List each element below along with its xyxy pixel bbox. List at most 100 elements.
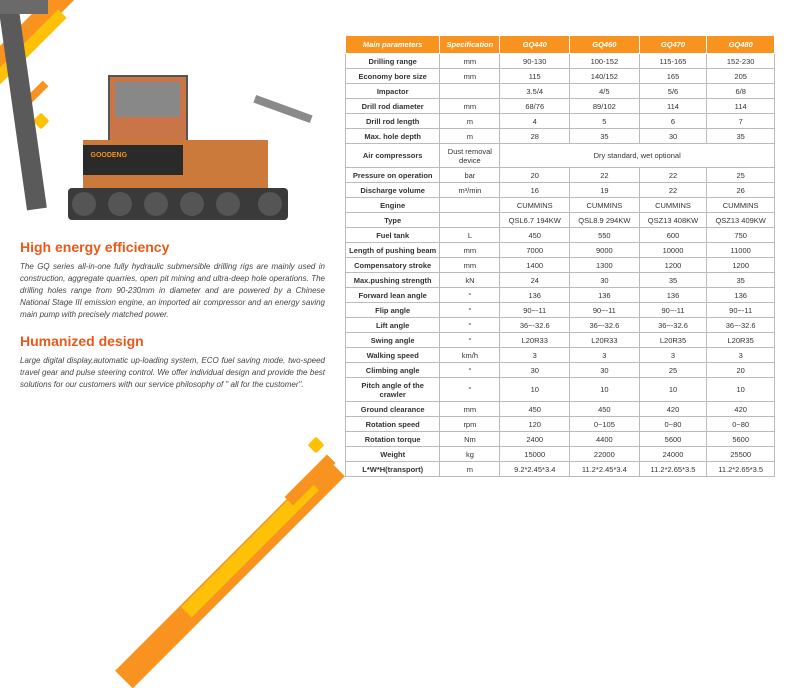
unit-cell: mm	[440, 243, 500, 258]
value-cell: 90~-11	[500, 303, 570, 318]
value-cell: 90~-11	[707, 303, 775, 318]
value-cell: 30	[500, 363, 570, 378]
unit-cell: mm	[440, 258, 500, 273]
unit-cell: kN	[440, 273, 500, 288]
value-cell: QSZ13 408KW	[639, 213, 707, 228]
table-row: Max. hole depthm28353035	[346, 129, 775, 144]
value-cell: 114	[639, 99, 707, 114]
unit-cell: °	[440, 303, 500, 318]
value-cell: QSL6.7 194KW	[500, 213, 570, 228]
value-cell: 600	[639, 228, 707, 243]
unit-cell	[440, 198, 500, 213]
unit-cell: m	[440, 129, 500, 144]
value-cell: 0~80	[639, 417, 707, 432]
value-cell: 750	[707, 228, 775, 243]
value-cell: 22	[639, 183, 707, 198]
value-cell: 120	[500, 417, 570, 432]
value-cell: L20R33	[570, 333, 640, 348]
table-header-cell: GQ460	[570, 36, 640, 54]
value-cell: 9000	[570, 243, 640, 258]
table-row: Max.pushing strengthkN24303535	[346, 273, 775, 288]
value-cell: 22	[570, 168, 640, 183]
row-label-cell: Pitch angle of the crawler	[346, 378, 440, 402]
row-label-cell: Engine	[346, 198, 440, 213]
unit-cell: mm	[440, 69, 500, 84]
row-label-cell: L*W*H(transport)	[346, 462, 440, 477]
unit-cell: L	[440, 228, 500, 243]
value-cell: L20R35	[639, 333, 707, 348]
value-cell: 100-152	[570, 54, 640, 69]
value-cell: 36~-32.6	[570, 318, 640, 333]
row-label-cell: Drill rod length	[346, 114, 440, 129]
unit-cell: km/h	[440, 348, 500, 363]
row-label-cell: Flip angle	[346, 303, 440, 318]
left-column: GOODENG High energy efficiencyThe GQ ser…	[0, 0, 340, 546]
machine-panel	[83, 145, 183, 175]
value-cell: 550	[570, 228, 640, 243]
value-cell: 16	[500, 183, 570, 198]
row-label-cell: Air compressors	[346, 144, 440, 168]
value-cell: 114	[707, 99, 775, 114]
table-row: Air compressorsDust removal deviceDry st…	[346, 144, 775, 168]
value-cell: 36~-32.6	[639, 318, 707, 333]
value-cell: 6	[639, 114, 707, 129]
row-label-cell: Rotation torque	[346, 432, 440, 447]
value-cell: CUMMINS	[639, 198, 707, 213]
value-cell: 10	[570, 378, 640, 402]
value-cell: 22000	[570, 447, 640, 462]
value-cell: 7	[707, 114, 775, 129]
value-cell: 3	[639, 348, 707, 363]
value-cell: 10	[500, 378, 570, 402]
value-cell: 450	[500, 402, 570, 417]
table-row: Drill rod diametermm68/7689/102114114	[346, 99, 775, 114]
value-cell: 3	[570, 348, 640, 363]
value-cell: 10	[639, 378, 707, 402]
row-label-cell: Swing angle	[346, 333, 440, 348]
row-label-cell: Weight	[346, 447, 440, 462]
table-row: Drill rod lengthm4567	[346, 114, 775, 129]
value-cell: 115	[500, 69, 570, 84]
unit-cell: mm	[440, 54, 500, 69]
value-cell: 0~80	[707, 417, 775, 432]
row-label-cell: Max. hole depth	[346, 129, 440, 144]
unit-cell	[440, 213, 500, 228]
table-row: Forward lean angle°136136136136	[346, 288, 775, 303]
value-cell: 25500	[707, 447, 775, 462]
value-cell: 68/76	[500, 99, 570, 114]
unit-cell: kg	[440, 447, 500, 462]
value-cell: 11.2*2.65*3.5	[707, 462, 775, 477]
table-row: Walking speedkm/h3333	[346, 348, 775, 363]
value-cell: 4	[500, 114, 570, 129]
value-cell: 205	[707, 69, 775, 84]
value-cell: 20	[707, 363, 775, 378]
unit-cell: Nm	[440, 432, 500, 447]
row-label-cell: Max.pushing strength	[346, 273, 440, 288]
value-cell: 36~-32.6	[707, 318, 775, 333]
value-cell: 30	[570, 363, 640, 378]
spec-table: Main parametersSpecificationGQ440GQ460GQ…	[345, 35, 775, 477]
value-cell: 420	[639, 402, 707, 417]
value-cell: 35	[570, 129, 640, 144]
value-cell: 4400	[570, 432, 640, 447]
right-column: Main parametersSpecificationGQ440GQ460GQ…	[340, 0, 800, 546]
value-cell: 136	[639, 288, 707, 303]
table-header-cell: Specification	[440, 36, 500, 54]
value-cell: 152-230	[707, 54, 775, 69]
table-row: Fuel tankL450550600750	[346, 228, 775, 243]
value-cell: L20R35	[707, 333, 775, 348]
table-header-cell: GQ440	[500, 36, 570, 54]
merged-cell: Dry standard, wet optional	[500, 144, 775, 168]
table-row: Drilling rangemm90-130100-152115-165152-…	[346, 54, 775, 69]
value-cell: 20	[500, 168, 570, 183]
value-cell: 25	[707, 168, 775, 183]
value-cell: 136	[500, 288, 570, 303]
table-row: TypeQSL6.7 194KWQSL8.9 294KWQSZ13 408KWQ…	[346, 213, 775, 228]
value-cell: 22	[639, 168, 707, 183]
value-cell: 36~-32.6	[500, 318, 570, 333]
value-cell: 5	[570, 114, 640, 129]
value-cell: 90~-11	[570, 303, 640, 318]
value-cell: 11000	[707, 243, 775, 258]
row-label-cell: Lift angle	[346, 318, 440, 333]
unit-cell: °	[440, 288, 500, 303]
machine-mast-top	[0, 0, 48, 14]
